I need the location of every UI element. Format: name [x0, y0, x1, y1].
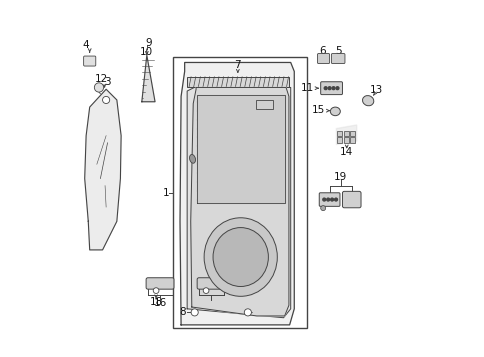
Text: 17: 17 — [204, 298, 218, 308]
Text: 4: 4 — [83, 40, 89, 50]
Circle shape — [326, 198, 329, 201]
Circle shape — [203, 288, 209, 293]
Circle shape — [334, 198, 337, 201]
Polygon shape — [197, 95, 284, 203]
FancyBboxPatch shape — [320, 82, 342, 95]
Text: 9: 9 — [145, 38, 151, 48]
Circle shape — [324, 87, 326, 90]
Circle shape — [244, 309, 251, 316]
Polygon shape — [187, 87, 290, 318]
Polygon shape — [336, 125, 356, 145]
FancyBboxPatch shape — [331, 54, 344, 64]
FancyBboxPatch shape — [318, 193, 339, 206]
Ellipse shape — [362, 96, 373, 106]
Circle shape — [322, 198, 325, 201]
Bar — [349, 131, 355, 136]
Text: 14: 14 — [339, 147, 353, 157]
Bar — [343, 131, 348, 136]
FancyBboxPatch shape — [146, 278, 174, 289]
Text: 3: 3 — [104, 77, 110, 87]
Polygon shape — [180, 62, 294, 325]
Text: 7: 7 — [234, 60, 241, 70]
FancyBboxPatch shape — [83, 56, 95, 66]
Text: 16: 16 — [153, 298, 166, 308]
Circle shape — [328, 87, 331, 90]
Ellipse shape — [330, 107, 340, 116]
Circle shape — [335, 87, 338, 90]
Text: 2: 2 — [264, 307, 271, 317]
Circle shape — [191, 309, 198, 316]
Text: 11: 11 — [300, 83, 313, 93]
Text: 18: 18 — [149, 297, 163, 307]
Circle shape — [330, 198, 333, 201]
Text: 18: 18 — [199, 297, 212, 307]
Bar — [256, 100, 272, 109]
Bar — [336, 137, 342, 143]
Text: 19: 19 — [333, 172, 347, 182]
Text: 1: 1 — [162, 188, 169, 198]
Bar — [343, 137, 348, 143]
Bar — [172, 57, 306, 328]
Text: 10: 10 — [140, 47, 153, 57]
Ellipse shape — [212, 228, 268, 286]
Circle shape — [94, 83, 104, 92]
Bar — [349, 137, 355, 143]
Polygon shape — [190, 87, 288, 316]
FancyBboxPatch shape — [342, 191, 360, 208]
Polygon shape — [85, 89, 121, 250]
FancyBboxPatch shape — [317, 54, 329, 64]
Text: 8: 8 — [179, 307, 185, 317]
Text: 6: 6 — [318, 46, 325, 56]
Bar — [336, 131, 342, 136]
Polygon shape — [141, 55, 155, 102]
Text: 5: 5 — [334, 46, 341, 56]
Circle shape — [153, 288, 159, 293]
Text: 13: 13 — [369, 85, 382, 95]
Text: 12: 12 — [95, 74, 108, 84]
Circle shape — [320, 206, 325, 211]
Ellipse shape — [204, 218, 277, 296]
Text: 15: 15 — [311, 105, 325, 115]
FancyBboxPatch shape — [197, 278, 225, 289]
Ellipse shape — [189, 155, 195, 163]
Circle shape — [102, 96, 109, 104]
Text: 20: 20 — [342, 198, 355, 208]
Circle shape — [332, 87, 334, 90]
Bar — [187, 77, 288, 87]
